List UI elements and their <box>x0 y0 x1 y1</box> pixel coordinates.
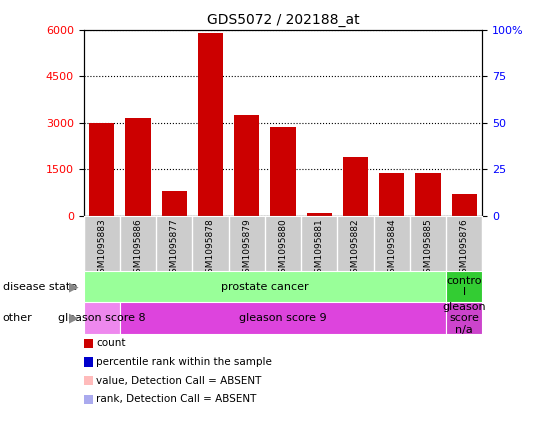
Text: value, Detection Call = ABSENT: value, Detection Call = ABSENT <box>96 376 262 386</box>
Bar <box>446 271 482 302</box>
Bar <box>270 127 296 216</box>
Text: percentile rank within the sample: percentile rank within the sample <box>96 357 272 367</box>
Text: rank, Detection Call = ABSENT: rank, Detection Call = ABSENT <box>96 394 257 404</box>
Bar <box>307 213 332 216</box>
Text: other: other <box>3 313 32 323</box>
Text: GSM1095880: GSM1095880 <box>279 219 287 279</box>
Text: gleason score 8: gleason score 8 <box>58 313 146 323</box>
Text: GSM1095884: GSM1095884 <box>387 219 396 279</box>
Text: count: count <box>96 338 126 349</box>
Bar <box>379 173 404 216</box>
Bar <box>162 191 187 216</box>
Text: gleason score 9: gleason score 9 <box>239 313 327 323</box>
Bar <box>120 302 446 334</box>
Bar <box>416 173 441 216</box>
Bar <box>452 194 477 216</box>
Bar <box>446 302 482 334</box>
Text: GSM1095882: GSM1095882 <box>351 219 360 279</box>
Text: prostate cancer: prostate cancer <box>221 282 309 291</box>
Text: GSM1095877: GSM1095877 <box>170 219 179 279</box>
Text: GSM1095878: GSM1095878 <box>206 219 215 279</box>
Bar <box>343 157 368 216</box>
Text: disease state: disease state <box>3 282 77 291</box>
Text: GSM1095883: GSM1095883 <box>97 219 106 279</box>
Text: GSM1095876: GSM1095876 <box>460 219 469 279</box>
Title: GDS5072 / 202188_at: GDS5072 / 202188_at <box>206 13 360 27</box>
Text: GSM1095879: GSM1095879 <box>242 219 251 279</box>
Bar <box>84 302 120 334</box>
Bar <box>89 123 114 216</box>
Text: gleason
score
n/a: gleason score n/a <box>443 302 486 335</box>
Bar <box>125 118 150 216</box>
Text: ▶: ▶ <box>68 280 78 293</box>
Text: GSM1095886: GSM1095886 <box>134 219 142 279</box>
Bar <box>234 115 259 216</box>
Bar <box>198 33 223 216</box>
Text: GSM1095881: GSM1095881 <box>315 219 324 279</box>
Text: contro
l: contro l <box>446 276 482 297</box>
Text: ▶: ▶ <box>68 312 78 325</box>
Text: GSM1095885: GSM1095885 <box>424 219 432 279</box>
